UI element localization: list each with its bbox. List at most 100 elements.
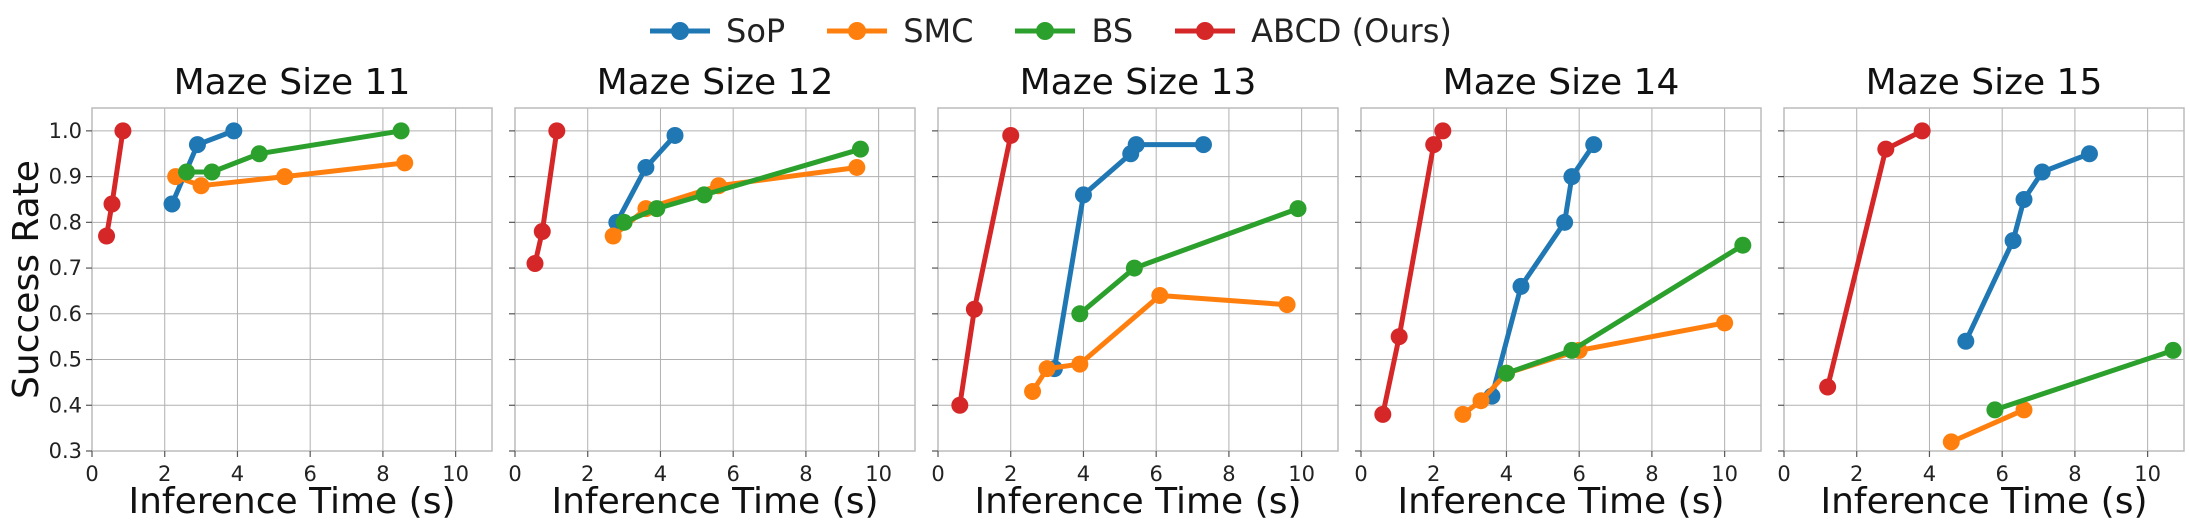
x-tick-label: 10 (1288, 462, 1315, 486)
data-point-bs (250, 145, 268, 163)
x-tick-label: 4 (231, 462, 244, 486)
y-tick-label: 0.5 (49, 348, 82, 372)
legend-label-bs: BS (1091, 12, 1134, 50)
panel-title: Maze Size 14 (1443, 62, 1680, 103)
x-tick-label: 2 (158, 462, 171, 486)
data-point-smc (1454, 405, 1472, 423)
x-tick-label: 10 (1711, 462, 1738, 486)
series-line-bs (184, 128, 404, 175)
series-abcd-ours (951, 126, 1020, 414)
data-point-sop (1585, 136, 1603, 154)
data-point-abcd-ours (103, 195, 121, 213)
data-point-sop (1127, 136, 1145, 154)
data-point-bs (1071, 305, 1089, 323)
data-point-bs (695, 186, 713, 204)
legend-marker-sop (650, 22, 710, 40)
data-point-sop (2080, 145, 2098, 163)
x-tick-label: 8 (799, 462, 812, 486)
x-tick-label: 2 (1427, 462, 1440, 486)
data-point-smc (848, 158, 866, 176)
x-axis-label: Inference Time (s) (1397, 481, 1724, 522)
data-point-sop (163, 195, 181, 213)
panel-title: Maze Size 12 (597, 62, 834, 103)
x-tick-label: 6 (726, 462, 739, 486)
series-bs (1497, 236, 1752, 382)
data-point-abcd-ours (1819, 378, 1837, 396)
series-line-bs (1992, 347, 2176, 413)
series-bs (615, 140, 869, 231)
data-point-sop (1957, 332, 1975, 350)
data-point-abcd-ours (98, 227, 116, 245)
series-bs (1986, 341, 2182, 419)
data-point-smc (396, 154, 414, 172)
x-tick-label: 10 (2134, 462, 2161, 486)
data-point-sop (1194, 136, 1212, 154)
plot-frame (937, 107, 1339, 452)
y-axis-label: Success Rate (6, 160, 47, 399)
legend: SoP SMC BS ABCD (Ours) (648, 12, 1492, 50)
y-tick-label: 1.0 (49, 119, 82, 143)
data-point-abcd-ours (1913, 122, 1931, 140)
x-tick-label: 6 (1995, 462, 2008, 486)
data-point-sop (1556, 213, 1574, 231)
x-tick-label: 8 (2068, 462, 2081, 486)
data-point-bs (392, 122, 410, 140)
data-point-smc (192, 177, 210, 195)
data-point-abcd-ours (548, 122, 566, 140)
data-point-sop (2015, 190, 2033, 208)
y-tick-label: 0.4 (49, 393, 82, 417)
series-sop (1957, 145, 2098, 350)
data-point-abcd-ours (1374, 405, 1392, 423)
data-point-smc (1038, 360, 1056, 378)
x-axis-label: Inference Time (s) (1820, 481, 2147, 522)
legend-marker-smc (827, 22, 888, 40)
x-tick-label: 4 (1500, 462, 1513, 486)
data-point-bs (1986, 401, 2004, 419)
data-point-abcd-ours (965, 300, 983, 318)
data-point-abcd-ours (526, 254, 544, 272)
series-sop (163, 122, 243, 213)
data-point-abcd-ours (1390, 328, 1408, 346)
data-point-smc (1716, 314, 1734, 332)
data-point-abcd-ours (533, 222, 551, 240)
x-tick-label: 8 (376, 462, 389, 486)
data-point-smc (276, 168, 294, 186)
series-line-smc (1948, 407, 2027, 445)
series-abcd-ours (1819, 122, 1931, 396)
data-point-bs (1289, 200, 1307, 218)
series-line-bs (1504, 242, 1746, 376)
data-point-bs (1563, 341, 1581, 359)
panel-1: 0 2 4 6 8 10 0.3 0.4 0.5 0.6 0.7 0.8 0.9 1.0 Maze Size… (49, 62, 493, 522)
data-point-smc (1071, 355, 1089, 373)
data-point-smc (2015, 401, 2033, 419)
series-smc (1942, 401, 2033, 451)
x-tick-label: 0 (931, 462, 944, 486)
x-tick-label: 6 (1572, 462, 1585, 486)
data-point-sop (2004, 232, 2022, 250)
legend-label-smc: SMC (903, 12, 974, 50)
panel-title: Maze Size 15 (1866, 62, 2103, 103)
data-point-bs (1734, 236, 1752, 254)
data-point-smc (1942, 433, 1960, 451)
x-tick-label: 10 (865, 462, 892, 486)
data-point-abcd-ours (1434, 122, 1452, 140)
series-line-abcd-ours (957, 132, 1014, 408)
series-smc (1024, 287, 1296, 401)
x-tick-label: 2 (1004, 462, 1017, 486)
plot-frame (91, 107, 493, 452)
data-point-smc (604, 227, 622, 245)
plot-frame (514, 107, 916, 452)
data-point-bs (1497, 364, 1515, 382)
legend-item-sop: SoP (648, 12, 785, 50)
panel-3: 0 2 4 6 8 10 Maze Size 13 Inference Time (s) (931, 62, 1339, 522)
panel-5: 0 2 4 6 8 10 Maze Size 15 Inference Time (s) (1777, 62, 2185, 522)
data-point-sop (225, 122, 243, 140)
data-point-bs (851, 140, 869, 158)
data-point-sop (637, 158, 655, 176)
x-axis-label: Inference Time (s) (974, 481, 1301, 522)
series-bs (1071, 200, 1307, 323)
plot-frame (1783, 107, 2185, 452)
series-smc (1454, 314, 1734, 423)
series-line-abcd-ours (104, 128, 126, 239)
series-abcd-ours (526, 122, 566, 272)
